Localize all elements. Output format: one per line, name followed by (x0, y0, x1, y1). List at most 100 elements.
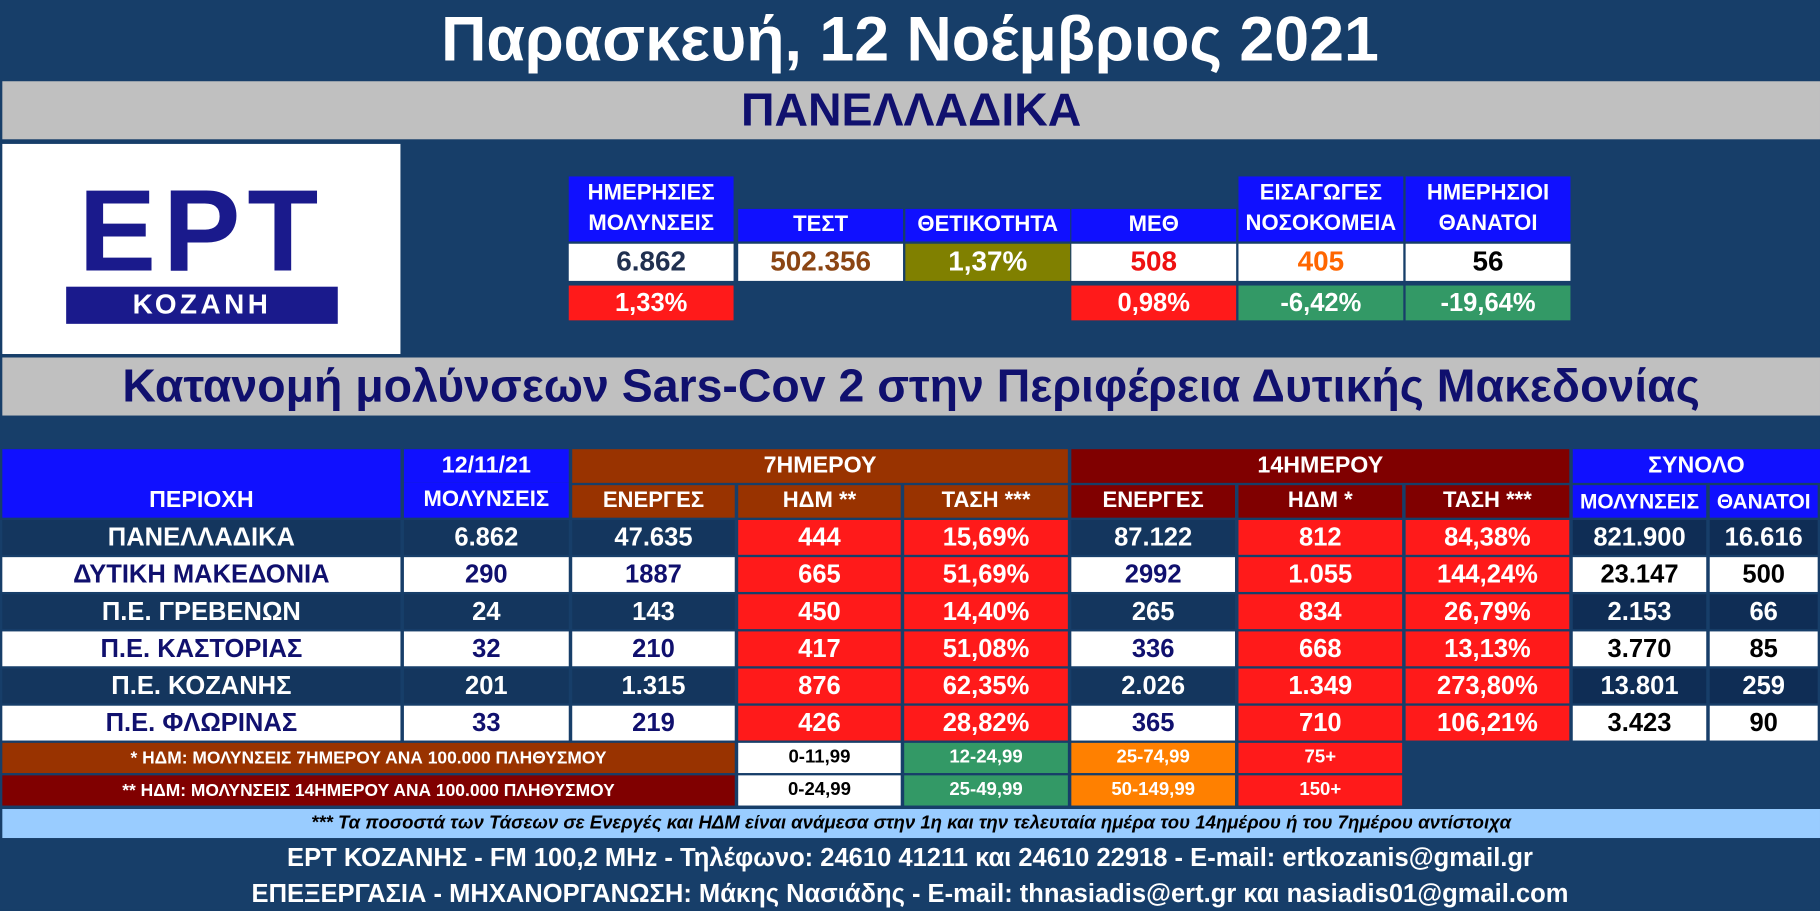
section-title: ΠΑΝΕΛΛΑΔΙΚΑ (2, 81, 1820, 140)
region-name: Π.Ε. ΚΑΣΤΟΡΙΑΣ (2, 631, 401, 667)
legend-label: ** ΗΔΜ: ΜΟΛΥΝΣΕΙΣ 14ΗΜΕΡΟΥ ΑΝΑ 100.000 Π… (2, 775, 735, 806)
cell: 24 (403, 594, 569, 630)
cell: 668 (1238, 631, 1403, 667)
cell: 1.349 (1238, 668, 1403, 704)
summary-value: 56 (1405, 243, 1571, 281)
summary-label: ΜΕΘ (1071, 208, 1237, 242)
cell: 500 (1709, 557, 1818, 592)
cell: 201 (403, 668, 569, 704)
summary-value: 405 (1238, 243, 1404, 281)
cell: 265 (1071, 594, 1235, 630)
cell: 812 (1238, 519, 1403, 555)
cell: 290 (403, 557, 569, 592)
cell: 821.900 (1572, 519, 1707, 555)
summary-label: ΕΙΣΑΓΩΓΕΣ ΝΟΣΟΚΟΜΕΙΑ (1238, 176, 1404, 242)
logo-city: ΚΟΖΑΝΗ (66, 286, 338, 324)
legend-range: 75+ (1238, 742, 1403, 774)
cell: 84,38% (1405, 519, 1570, 555)
legend-label: * ΗΔΜ: ΜΟΛΥΝΣΕΙΣ 7ΗΜΕΡΟΥ ΑΝΑ 100.000 ΠΛΗ… (2, 742, 735, 774)
summary-value: 502.356 (738, 243, 904, 281)
summary-value: 6.862 (568, 243, 734, 281)
cell: 6.862 (403, 519, 569, 555)
column-header: ΤΑΣΗ *** (1405, 485, 1570, 518)
cell: 876 (738, 668, 901, 704)
cell: 47.635 (572, 519, 735, 555)
cell: 85 (1709, 631, 1818, 667)
region-name: ΠΑΝΕΛΛΑΔΙΚΑ (2, 519, 401, 555)
label-line: ΘΑΝΑΤΟΙ (1438, 211, 1538, 236)
cell: 90 (1709, 705, 1818, 741)
cell: 417 (738, 631, 901, 667)
cell: 259 (1709, 668, 1818, 704)
summary-change: -6,42% (1238, 285, 1404, 321)
date-title: Παρασκευή, 12 Νοέμβριος 2021 (441, 4, 1379, 75)
header-infections: ΜΟΛΥΝΣΕΙΣ (403, 482, 569, 518)
legend-range: 12-24,99 (904, 742, 1068, 774)
cell: 143 (572, 594, 735, 630)
cell: 834 (1238, 594, 1403, 630)
cell: 365 (1071, 705, 1235, 741)
summary-label: ΤΕΣΤ (738, 208, 904, 242)
cell: 28,82% (904, 705, 1068, 741)
cell: 426 (738, 705, 901, 741)
label-line: ΝΟΣΟΚΟΜΕΙΑ (1245, 211, 1397, 236)
cell: 15,69% (904, 519, 1068, 555)
label-line: ΕΙΣΑΓΩΓΕΣ (1259, 181, 1382, 206)
label-line: ΤΕΣΤ (793, 212, 849, 237)
cell: 2.153 (1572, 594, 1707, 630)
header-date: 12/11/21 (403, 449, 569, 483)
cell: 450 (738, 594, 901, 630)
cell: 14,40% (904, 594, 1068, 630)
header-total: ΣΥΝΟΛΟ (1572, 449, 1820, 483)
cell: 13.801 (1572, 668, 1707, 704)
label-line: ΜΟΛΥΝΣΕΙΣ (588, 211, 714, 236)
cell: 3.770 (1572, 631, 1707, 667)
cell: 16.616 (1709, 519, 1818, 555)
cell: 87.122 (1071, 519, 1235, 555)
region-name: ΔΥΤΙΚΗ ΜΑΚΕΔΟΝΙΑ (2, 557, 401, 592)
summary-label: ΘΕΤΙΚΟΤΗΤΑ (905, 208, 1071, 242)
column-header: ΕΝΕΡΓΕΣ (1071, 485, 1235, 518)
summary-change: 0,98% (1071, 285, 1237, 321)
column-header: ΗΔΜ * (1238, 485, 1403, 518)
cell: 66 (1709, 594, 1818, 630)
cell: 144,24% (1405, 557, 1570, 592)
column-header: ΤΑΣΗ *** (904, 485, 1068, 518)
label-line: ΗΜΕΡΗΣΙΟΙ (1426, 181, 1550, 206)
column-header: ΗΔΜ ** (738, 485, 901, 518)
cell: 2.026 (1071, 668, 1235, 704)
cell: 3.423 (1572, 705, 1707, 741)
label-line: ΗΜΕΡΗΣΙΕΣ (587, 181, 715, 206)
cell: 51,08% (904, 631, 1068, 667)
cell: 26,79% (1405, 594, 1570, 630)
cell: 665 (738, 557, 901, 592)
header-region: ΠΕΡΙΟΧΗ (2, 449, 401, 518)
legend-range: 150+ (1238, 775, 1403, 806)
region-name: Π.Ε. ΓΡΕΒΕΝΩΝ (2, 594, 401, 630)
summary-value: 1,37% (905, 243, 1071, 281)
cell: 273,80% (1405, 668, 1570, 704)
legend-range: 25-49,99 (904, 775, 1068, 806)
summary-label: ΗΜΕΡΗΣΙΟΙ ΘΑΝΑΤΟΙ (1405, 176, 1571, 242)
cell: 13,13% (1405, 631, 1570, 667)
header-week: 7ΗΜΕΡΟΥ (572, 449, 1068, 483)
cell: 32 (403, 631, 569, 667)
summary-change: -19,64% (1405, 285, 1571, 321)
legend-range: 0-11,99 (738, 742, 901, 774)
cell: 210 (572, 631, 735, 667)
column-header: ΕΝΕΡΓΕΣ (572, 485, 735, 518)
footer-line: ΕΠΕΞΕΡΓΑΣΙΑ - ΜΗΧΑΝΟΡΓΑΝΩΣΗ: Μάκης Νασιά… (251, 878, 1569, 908)
cell: 51,69% (904, 557, 1068, 592)
logo-brand: ΕΡΤ (78, 174, 326, 288)
cell: 444 (738, 519, 901, 555)
legend-range: 50-149,99 (1071, 775, 1235, 806)
summary-label: ΗΜΕΡΗΣΙΕΣ ΜΟΛΥΝΣΕΙΣ (568, 176, 734, 242)
label-line: ΜΕΘ (1128, 212, 1179, 237)
cell: 1.055 (1238, 557, 1403, 592)
column-header: ΜΟΛΥΝΣΕΙΣ (1572, 485, 1707, 518)
summary-value: 508 (1071, 243, 1237, 281)
summary-change: 1,33% (568, 285, 734, 321)
legend-range: 25-74,99 (1071, 742, 1235, 774)
region-title: Κατανομή μολύνσεων Sars-Cov 2 στην Περιφ… (2, 357, 1820, 416)
